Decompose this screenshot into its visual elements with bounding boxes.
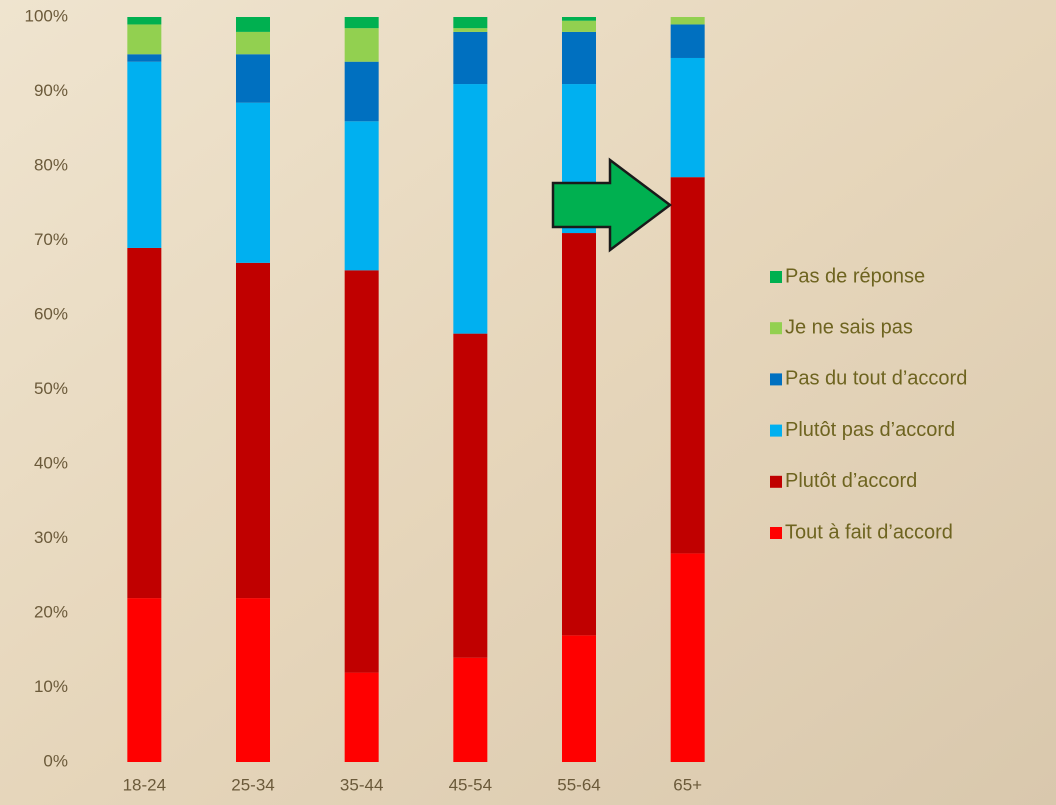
- x-tick-label: 25-34: [231, 775, 274, 794]
- bar-segment: [671, 17, 705, 24]
- legend-label: Tout à fait d’accord: [785, 521, 953, 543]
- bar-segment: [345, 62, 379, 122]
- bar-segment: [236, 263, 270, 598]
- bar-segment: [671, 58, 705, 177]
- x-tick-label: 35-44: [340, 775, 383, 794]
- y-tick-label: 30%: [34, 528, 68, 547]
- legend-label: Je ne sais pas: [785, 316, 913, 338]
- bar-segment: [127, 248, 161, 598]
- y-tick-label: 80%: [34, 155, 68, 174]
- bar-segment: [345, 17, 379, 28]
- y-tick-label: 90%: [34, 81, 68, 100]
- bar-segment: [127, 24, 161, 54]
- legend-swatch: [770, 373, 782, 385]
- x-tick-label: 55-64: [557, 775, 600, 794]
- bar-segment: [562, 21, 596, 32]
- bar-segment: [127, 62, 161, 248]
- y-tick-label: 50%: [34, 379, 68, 398]
- bar-segment: [453, 17, 487, 28]
- bar-segment: [236, 17, 270, 32]
- bar-segment: [453, 658, 487, 762]
- y-tick-label: 40%: [34, 453, 68, 472]
- x-tick-label: 65+: [673, 775, 702, 794]
- legend-swatch: [770, 425, 782, 437]
- bar-segment: [345, 28, 379, 62]
- legend-label: Pas du tout d’accord: [785, 368, 967, 390]
- y-tick-label: 0%: [43, 751, 68, 770]
- bar-segment: [671, 553, 705, 762]
- bar-segment: [562, 233, 596, 635]
- bar-segment: [345, 121, 379, 270]
- chart: 0% 10% 20% 30% 40% 50% 60% 70% 80% 90% 100% 18-24 25…: [0, 0, 1056, 805]
- legend-label: Plutôt pas d’accord: [785, 419, 955, 441]
- bar-segment: [671, 24, 705, 58]
- bar-segment: [236, 32, 270, 54]
- bar-segment: [127, 54, 161, 61]
- y-tick-label: 70%: [34, 230, 68, 249]
- bar-segment: [671, 177, 705, 553]
- bar-segment: [562, 17, 596, 21]
- bar-segment: [236, 103, 270, 263]
- bar-segment: [345, 270, 379, 672]
- bar-segment: [453, 28, 487, 32]
- legend-swatch: [770, 271, 782, 283]
- bar-segment: [236, 598, 270, 762]
- y-tick-label: 100%: [25, 6, 68, 25]
- legend-label: Plutôt d’accord: [785, 470, 917, 492]
- x-tick-label: 45-54: [449, 775, 492, 794]
- bar-segment: [453, 334, 487, 658]
- bar-segment: [127, 17, 161, 24]
- bar-segment: [562, 635, 596, 762]
- y-tick-label: 60%: [34, 304, 68, 323]
- bar-segment: [345, 673, 379, 762]
- y-tick-label: 20%: [34, 602, 68, 621]
- y-tick-label: 10%: [34, 677, 68, 696]
- bar-segment: [562, 32, 596, 84]
- bar-segment: [453, 84, 487, 334]
- bar-segment: [236, 54, 270, 102]
- bar-segment: [127, 598, 161, 762]
- legend-swatch: [770, 527, 782, 539]
- legend-swatch: [770, 476, 782, 488]
- x-tick-label: 18-24: [123, 775, 166, 794]
- bar-segment: [453, 32, 487, 84]
- legend-swatch: [770, 322, 782, 334]
- legend-label: Pas de réponse: [785, 265, 925, 287]
